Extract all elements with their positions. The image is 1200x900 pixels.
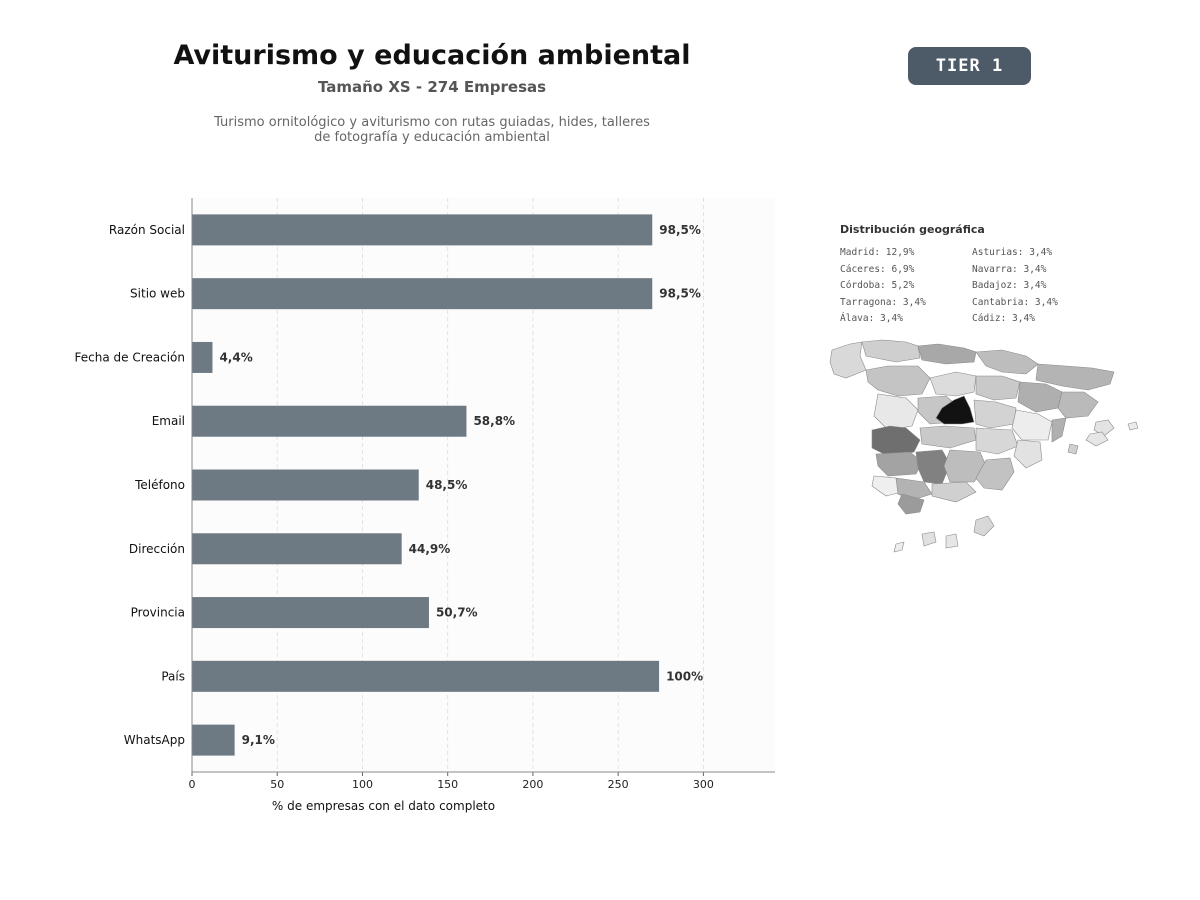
x-tick-label: 200 (522, 778, 543, 791)
data-label: 44,9% (409, 542, 451, 556)
data-label: 58,8% (473, 414, 515, 428)
bar (192, 341, 213, 373)
geo-item: Córdoba: 5,2% (840, 280, 915, 291)
category-label: Fecha de Creación (75, 350, 185, 364)
map-region (929, 371, 977, 397)
map-region (1035, 363, 1115, 391)
map-region (973, 399, 1017, 429)
description-line-1: Turismo ornitológico y aviturismo con ru… (214, 115, 650, 130)
map-region (931, 481, 977, 503)
data-label: 9,1% (242, 733, 275, 747)
map-region (895, 477, 933, 501)
map-region (1017, 381, 1063, 413)
category-label: Provincia (131, 606, 185, 620)
geo-item: Badajoz: 3,4% (972, 280, 1047, 291)
map-region (975, 457, 1015, 491)
map-region (871, 475, 903, 497)
bar (192, 469, 419, 501)
map-region (943, 449, 987, 483)
bar (192, 278, 653, 310)
map-region (897, 493, 925, 515)
bar (192, 405, 467, 437)
data-label: 4,4% (219, 350, 252, 364)
x-tick-label: 300 (693, 778, 714, 791)
spain-map (829, 339, 1139, 553)
bar (192, 724, 235, 756)
map-region (919, 425, 977, 449)
chart-subtitle: Tamaño XS - 274 Empresas (317, 78, 547, 96)
geo-distribution-list: Madrid: 12,9% Asturias: 3,4% Cáceres: 6,… (840, 246, 1110, 327)
data-label: 98,5% (659, 223, 701, 237)
chart-title: Aviturismo y educación ambiental (173, 40, 691, 71)
category-label: Razón Social (109, 223, 185, 237)
category-label: Email (152, 414, 185, 428)
x-tick-label: 0 (189, 778, 196, 791)
chart-description: Turismo ornitológico y aviturismo con ru… (182, 115, 682, 145)
map-region (829, 341, 867, 379)
geo-item: Cádiz: 3,4% (972, 313, 1035, 324)
map-region (917, 343, 977, 365)
data-label: 50,7% (436, 606, 478, 620)
bar (192, 660, 660, 692)
geo-item: Cantabria: 3,4% (972, 296, 1058, 308)
category-label: WhatsApp (124, 733, 185, 747)
data-label: 100% (666, 669, 703, 683)
geo-item: Tarragona: 3,4% (840, 296, 926, 308)
data-label: 48,5% (426, 478, 468, 492)
category-label: Sitio web (130, 287, 185, 301)
x-tick-label: 150 (437, 778, 458, 791)
bar-chart: 0 50 100 150 200 250 300 Razón Social 98,5% Sitio… (75, 198, 775, 813)
geo-distribution-title: Distribución geográfica (840, 223, 985, 236)
map-region (1085, 431, 1109, 447)
map-region (893, 541, 905, 553)
map-region (935, 395, 975, 425)
category-label: Teléfono (134, 478, 185, 492)
map-region (865, 365, 931, 397)
map-region (1051, 417, 1067, 443)
map-region (973, 515, 995, 537)
geo-item: Álava: 3,4% (840, 313, 903, 324)
map-region (921, 531, 937, 547)
map-region (975, 375, 1021, 401)
map-region (945, 533, 959, 549)
tier-badge: TIER 1 (908, 47, 1031, 85)
geo-item: Madrid: 12,9% (840, 247, 915, 258)
x-axis-label: % de empresas con el dato completo (272, 799, 495, 813)
bar (192, 533, 402, 565)
geo-item: Cáceres: 6,9% (840, 263, 915, 275)
geo-item: Asturias: 3,4% (972, 247, 1053, 258)
category-label: País (161, 669, 185, 683)
map-region (975, 349, 1039, 375)
x-tick-label: 100 (352, 778, 373, 791)
map-region (873, 393, 919, 431)
data-label: 98,5% (659, 287, 701, 301)
map-region (875, 451, 923, 477)
map-region (1013, 439, 1043, 469)
map-region (975, 427, 1019, 455)
map-region (1127, 421, 1139, 431)
map-region (1011, 409, 1053, 441)
bar (192, 214, 653, 246)
map-region (1067, 443, 1079, 455)
map-region (1093, 419, 1115, 437)
bar (192, 597, 429, 629)
x-tick-label: 50 (270, 778, 284, 791)
map-region (871, 425, 921, 457)
x-tick-label: 250 (608, 778, 629, 791)
category-label: Dirección (129, 542, 185, 556)
geo-item: Navarra: 3,4% (972, 263, 1047, 275)
description-line-2: de fotografía y educación ambiental (314, 130, 550, 145)
map-region (1057, 391, 1099, 419)
map-region (861, 339, 921, 363)
